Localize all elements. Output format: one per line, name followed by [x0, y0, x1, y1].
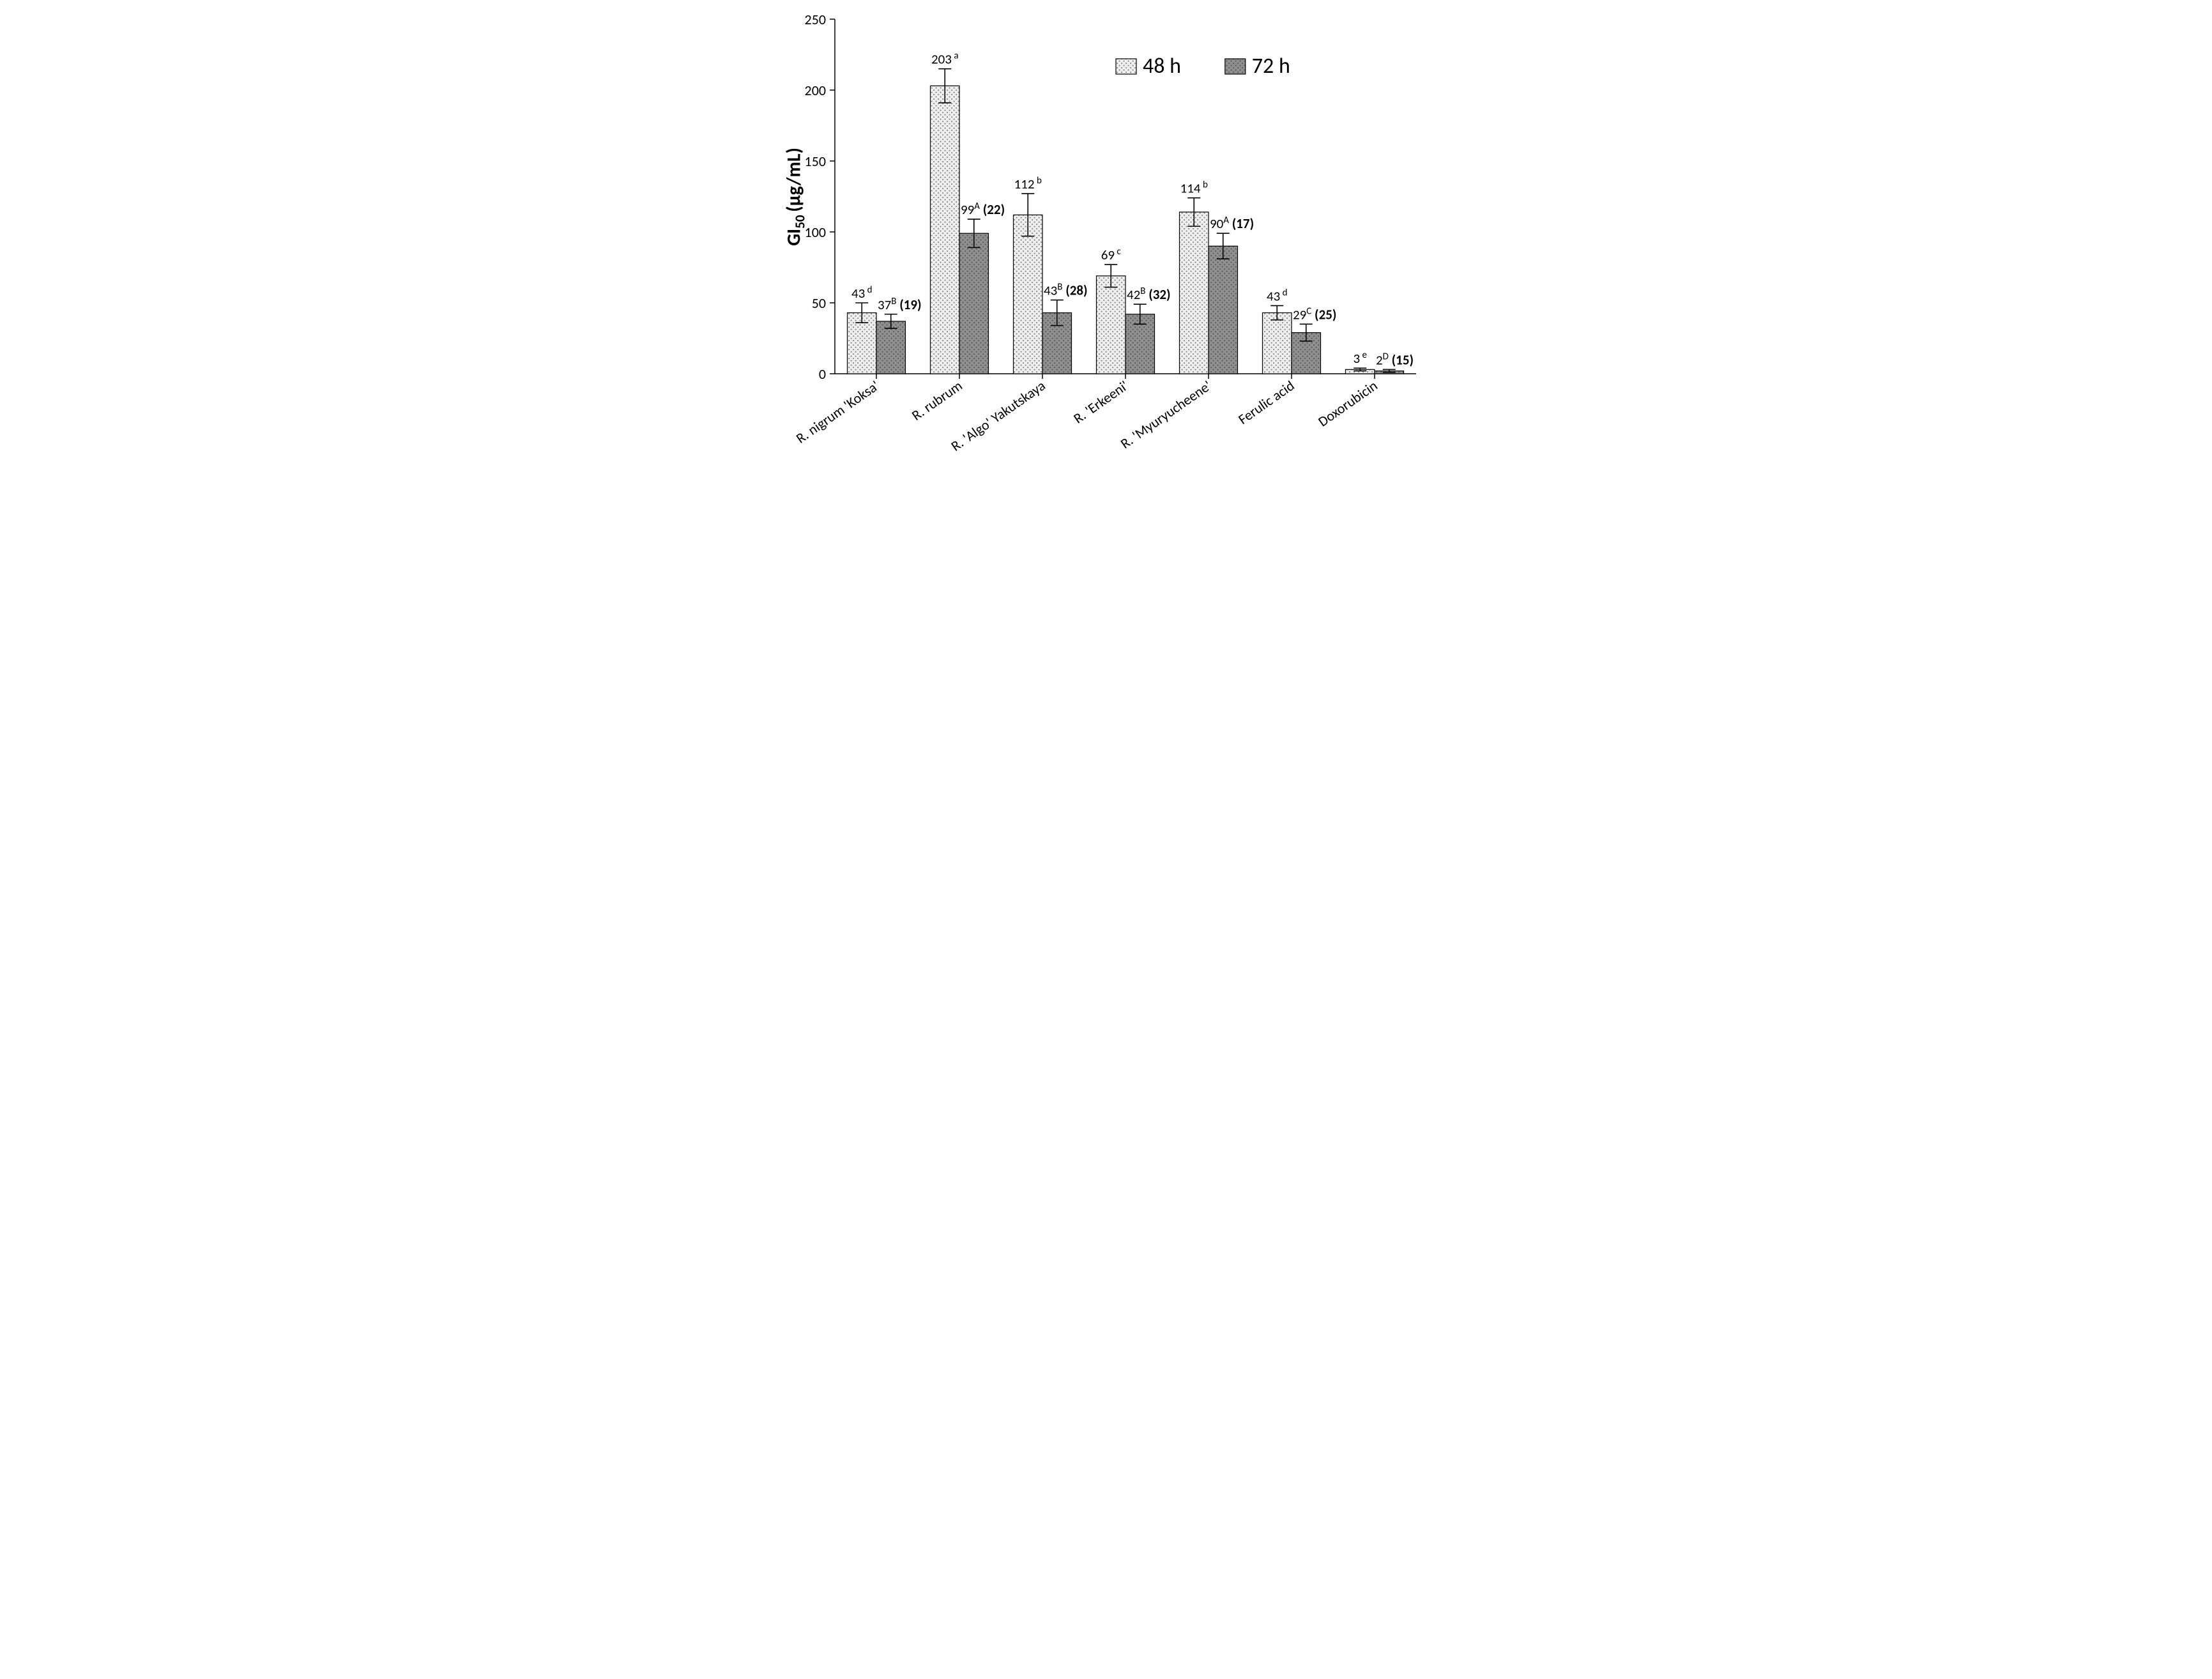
legend-swatch	[1224, 59, 1245, 74]
x-category-label: R. 'Myuryucheene'	[1117, 377, 1214, 452]
value-label-48h: 3 e	[1353, 349, 1367, 367]
x-category-label: Doxorubicin	[1315, 377, 1380, 430]
bar-48h	[1013, 215, 1042, 374]
bar-72h	[1209, 246, 1238, 374]
legend-swatch	[1116, 59, 1136, 74]
value-label-72h: 42B (32)	[1127, 286, 1171, 303]
value-label-72h: 99A (22)	[961, 201, 1005, 218]
value-label-48h: 43 d	[1266, 287, 1287, 304]
value-label-48h: 43 d	[851, 284, 872, 302]
x-category-label: Ferulic acid	[1235, 377, 1297, 428]
legend-label: 72 h	[1251, 53, 1290, 79]
value-label-72h: 2D (15)	[1376, 351, 1414, 368]
y-axis-title: GI50 (µg/mL)	[782, 148, 808, 246]
bar-48h	[1262, 313, 1292, 374]
y-tick-label: 0	[818, 365, 825, 383]
bar-72h	[959, 233, 989, 374]
y-tick-label: 50	[811, 295, 825, 312]
value-label-72h: 90A (17)	[1210, 215, 1254, 232]
bar-72h	[876, 321, 906, 374]
value-label-48h: 69 c	[1101, 246, 1121, 263]
chart-svg: 05010015020025043 d37B (19)R. nigrum 'Ko…	[774, 6, 1438, 511]
gi50-bar-chart: GI50 (µg/mL) 05010015020025043 d37B (19)…	[774, 6, 1438, 511]
y-tick-label: 250	[804, 11, 825, 28]
x-category-label: R. 'Erkeeni'	[1070, 377, 1131, 427]
value-label-72h: 37B (19)	[878, 296, 922, 313]
value-label-48h: 112 b	[1014, 175, 1041, 192]
value-label-48h: 114 b	[1180, 180, 1207, 197]
bar-48h	[1179, 212, 1209, 374]
value-label-72h: 29C (25)	[1293, 305, 1336, 323]
legend-label: 48 h	[1143, 53, 1181, 79]
value-label-72h: 43B (28)	[1044, 282, 1088, 299]
y-tick-label: 200	[804, 82, 825, 99]
bar-48h	[1096, 276, 1125, 374]
x-category-label: R. rubrum	[908, 377, 965, 424]
bar-48h	[930, 86, 959, 374]
value-label-48h: 203 a	[931, 50, 958, 68]
x-category-label: R. nigrum 'Koksa'	[792, 377, 881, 447]
